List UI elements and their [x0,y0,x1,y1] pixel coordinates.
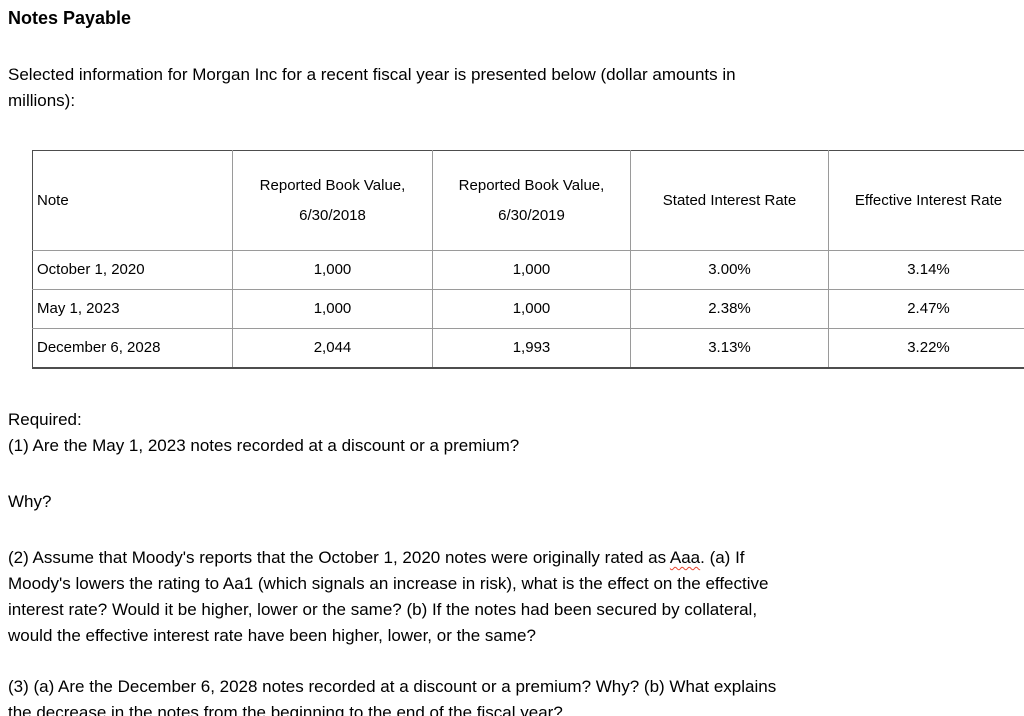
notes-payable-table: Note Reported Book Value, 6/30/2018 Repo… [32,150,1024,369]
book-value-2018: 1,000 [232,250,433,290]
required-label: Required: [8,410,82,429]
question-2-text: (2) Assume that Moody's reports that the… [8,548,670,567]
header-book-value-2018: Reported Book Value, 6/30/2018 [232,150,433,251]
question-2-text: . (a) If Moody's lowers the rating to Aa… [8,548,769,645]
book-value-2018: 1,000 [232,289,433,329]
table-row: December 6, 2028 2,044 1,993 3.13% 3.22% [32,328,1024,369]
table-header-row: Note Reported Book Value, 6/30/2018 Repo… [32,150,1024,251]
table-row: October 1, 2020 1,000 1,000 3.00% 3.14% [32,250,1024,290]
header-stated-rate: Stated Interest Rate [630,150,829,251]
book-value-2019: 1,000 [432,250,631,290]
note-date: December 6, 2028 [32,328,233,369]
effective-rate: 3.14% [828,250,1024,290]
stated-rate: 3.00% [630,250,829,290]
header-note: Note [32,150,233,251]
spellcheck-flagged-word: beginning [270,703,345,716]
stated-rate: 2.38% [630,289,829,329]
question-3-text: (3) (a) Are the December 6, 2028 notes r… [8,677,777,716]
book-value-2018: 2,044 [232,328,433,369]
question-3-text: to the end of the fiscal year? [344,703,563,716]
note-date: October 1, 2020 [32,250,233,290]
effective-rate: 2.47% [828,289,1024,329]
header-book-value-2019: Reported Book Value, 6/30/2019 [432,150,631,251]
table-row: May 1, 2023 1,000 1,000 2.38% 2.47% [32,289,1024,329]
question-3: (3) (a) Are the December 6, 2028 notes r… [8,674,1024,716]
spellcheck-flagged-word: Aaa [669,548,701,567]
note-date: May 1, 2023 [32,289,233,329]
question-2: (2) Assume that Moody's reports that the… [8,545,1024,649]
required-section: Required: (1) Are the May 1, 2023 notes r… [8,407,1024,459]
intro-paragraph: Selected information for Morgan Inc for … [8,65,736,110]
question-1: (1) Are the May 1, 2023 notes recorded a… [8,436,520,455]
page-title: Notes Payable [8,8,132,28]
why-question: Why? [8,492,52,511]
header-effective-rate: Effective Interest Rate [828,150,1024,251]
book-value-2019: 1,993 [432,328,631,369]
stated-rate: 3.13% [630,328,829,369]
book-value-2019: 1,000 [432,289,631,329]
effective-rate: 3.22% [828,328,1024,369]
